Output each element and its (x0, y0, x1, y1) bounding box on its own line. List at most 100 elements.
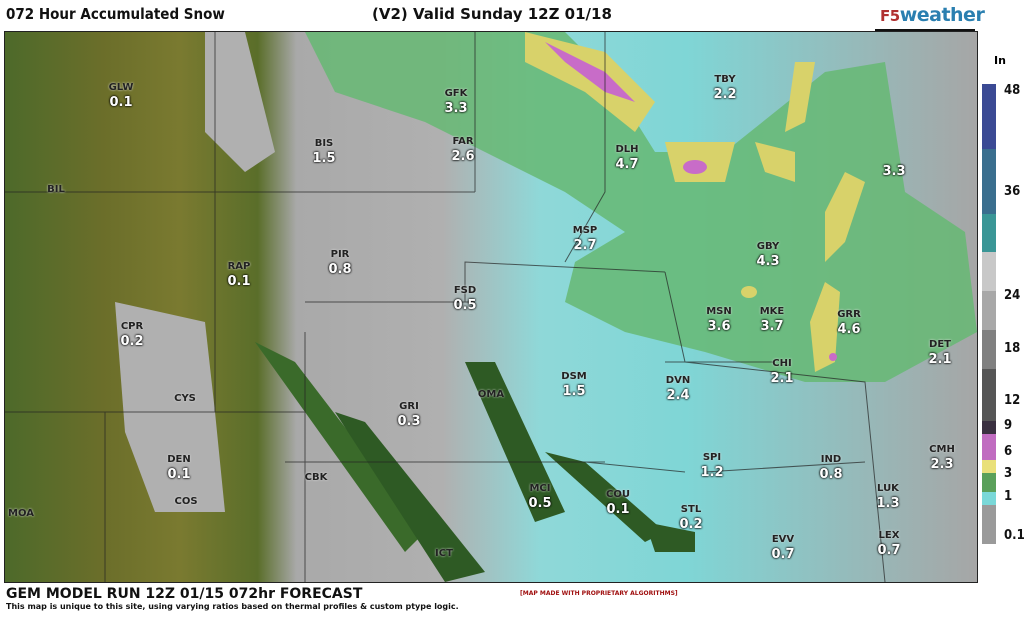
legend-tick-label: 6 (1004, 444, 1013, 459)
station-name: RAP (227, 261, 251, 272)
legend-swatch (982, 459, 996, 473)
station-spi: SPI 1.2 (700, 452, 723, 480)
legend-unit: In (994, 54, 1006, 67)
legend-tick-label: 24 (1004, 288, 1021, 303)
legend-swatch (982, 433, 996, 460)
station-name: MKE (759, 306, 785, 317)
legend-swatch (982, 472, 996, 493)
station-name: DET (929, 339, 951, 350)
station-value: 0.2 (679, 517, 703, 532)
station-value: 0.2 (120, 334, 144, 349)
station-cbk: CBK (305, 472, 328, 483)
legend-swatch (982, 291, 996, 331)
legend-swatch (982, 505, 996, 544)
station-name: SPI (702, 452, 722, 463)
station-name: ICT (435, 548, 453, 559)
station-dsm: DSM 1.5 (561, 371, 586, 399)
map-title: 072 Hour Accumulated Snow (6, 5, 225, 23)
station-name: CYS (174, 393, 196, 404)
station-name: COU (606, 489, 630, 500)
station-name: DSM (561, 371, 587, 382)
station-name: GFK (444, 88, 468, 99)
station-name: MSN (706, 306, 732, 317)
station-value: 0.1 (109, 95, 133, 110)
station-value: 4.3 (756, 254, 780, 269)
station-grr: GRR 4.6 (837, 309, 861, 337)
legend-tick-label: 48 (1004, 83, 1021, 98)
station-name: LUK (877, 483, 899, 494)
station-value: 2.6 (451, 149, 475, 164)
station-value: 0.7 (771, 547, 795, 562)
station-name: MSP (572, 225, 598, 236)
station-gri: GRI 0.3 (397, 401, 420, 429)
station-evv: EVV 0.7 (771, 534, 794, 562)
station-gfk: GFK 3.3 (444, 88, 467, 116)
station-name: BIL (47, 184, 65, 195)
station-name: FSD (453, 285, 477, 296)
station-name: STL (680, 504, 702, 515)
f5weather-logo: F5weather (880, 4, 985, 26)
station-cmh: CMH 2.3 (929, 444, 955, 472)
legend-tick-label: 3 (1004, 466, 1013, 481)
legend-swatch (982, 492, 996, 506)
header-divider (875, 29, 975, 31)
legend-tick-label: 12 (1004, 393, 1021, 408)
station-luk: LUK 1.3 (876, 483, 899, 511)
station-value: 2.7 (573, 238, 597, 253)
station-name: CPR (120, 321, 144, 332)
legend-swatch (982, 420, 996, 434)
legend-tick-label: 18 (1004, 341, 1021, 356)
station-name: GRR (837, 309, 861, 320)
station-value: 0.1 (606, 502, 630, 517)
valid-time: (V2) Valid Sunday 12Z 01/18 (372, 5, 612, 23)
station-value: 1.5 (562, 384, 586, 399)
station-value: 4.6 (837, 322, 861, 337)
station-value: 2.2 (713, 87, 737, 102)
station-value: 2.4 (666, 388, 690, 403)
station-msp: MSP 2.7 (573, 225, 597, 253)
station-value: 2.1 (770, 371, 794, 386)
station-cos: COS (174, 496, 197, 507)
snow-map: GLW 0.1 BIS 1.5 GFK 3.3 FAR 2.6 DLH 4.7 TBY 2.2 3.3 B… (4, 31, 978, 583)
legend-color-bar (982, 84, 996, 544)
model-run-label: GEM MODEL RUN 12Z 01/15 072hr FORECAST (6, 586, 363, 602)
station-gby: GBY 4.3 (756, 241, 779, 269)
station-mci: MCI 0.5 (528, 483, 551, 511)
legend-swatch (982, 252, 996, 292)
station-name: MOA (8, 508, 34, 519)
station-value: 3.6 (707, 319, 731, 334)
station-cys: CYS (174, 393, 196, 404)
station-fsd: FSD 0.5 (453, 285, 476, 313)
station-mke: MKE 3.7 (760, 306, 785, 334)
station-value: 4.7 (615, 157, 639, 172)
station-ind: IND 0.8 (819, 454, 842, 482)
station-den: DEN 0.1 (167, 454, 191, 482)
station-msn: MSN 3.6 (706, 306, 732, 334)
map-note: This map is unique to this site, using v… (6, 602, 459, 611)
station-value: 0.5 (453, 298, 477, 313)
legend-swatch (982, 84, 996, 149)
station-name: GBY (756, 241, 780, 252)
station-lex: LEX 0.7 (877, 530, 900, 558)
station-bis: BIS 1.5 (312, 138, 335, 166)
station-value: 2.3 (930, 457, 954, 472)
station-det: DET 2.1 (928, 339, 951, 367)
station-moa: MOA (8, 508, 34, 519)
station-cou: COU 0.1 (606, 489, 630, 517)
station-unnamed: 3.3 (882, 162, 905, 179)
station-value: 1.5 (312, 151, 336, 166)
station-rap: RAP 0.1 (227, 261, 250, 289)
station-value: 0.5 (528, 496, 552, 511)
station-value: 2.1 (928, 352, 952, 367)
station-name: DVN (665, 375, 691, 386)
station-name: PIR (330, 249, 350, 260)
station-name: IND (820, 454, 842, 465)
station-value: 0.8 (328, 262, 352, 277)
station-chi: CHI 2.1 (770, 358, 793, 386)
station-value: 0.7 (877, 543, 901, 558)
station-cpr: CPR 0.2 (120, 321, 143, 349)
station-value: 1.3 (876, 496, 900, 511)
legend-tick-label: 1 (1004, 489, 1013, 504)
proprietary-badge: [MAP MADE WITH PROPRIETARY ALGORITHMS] (520, 590, 678, 597)
station-value: 3.7 (760, 319, 784, 334)
